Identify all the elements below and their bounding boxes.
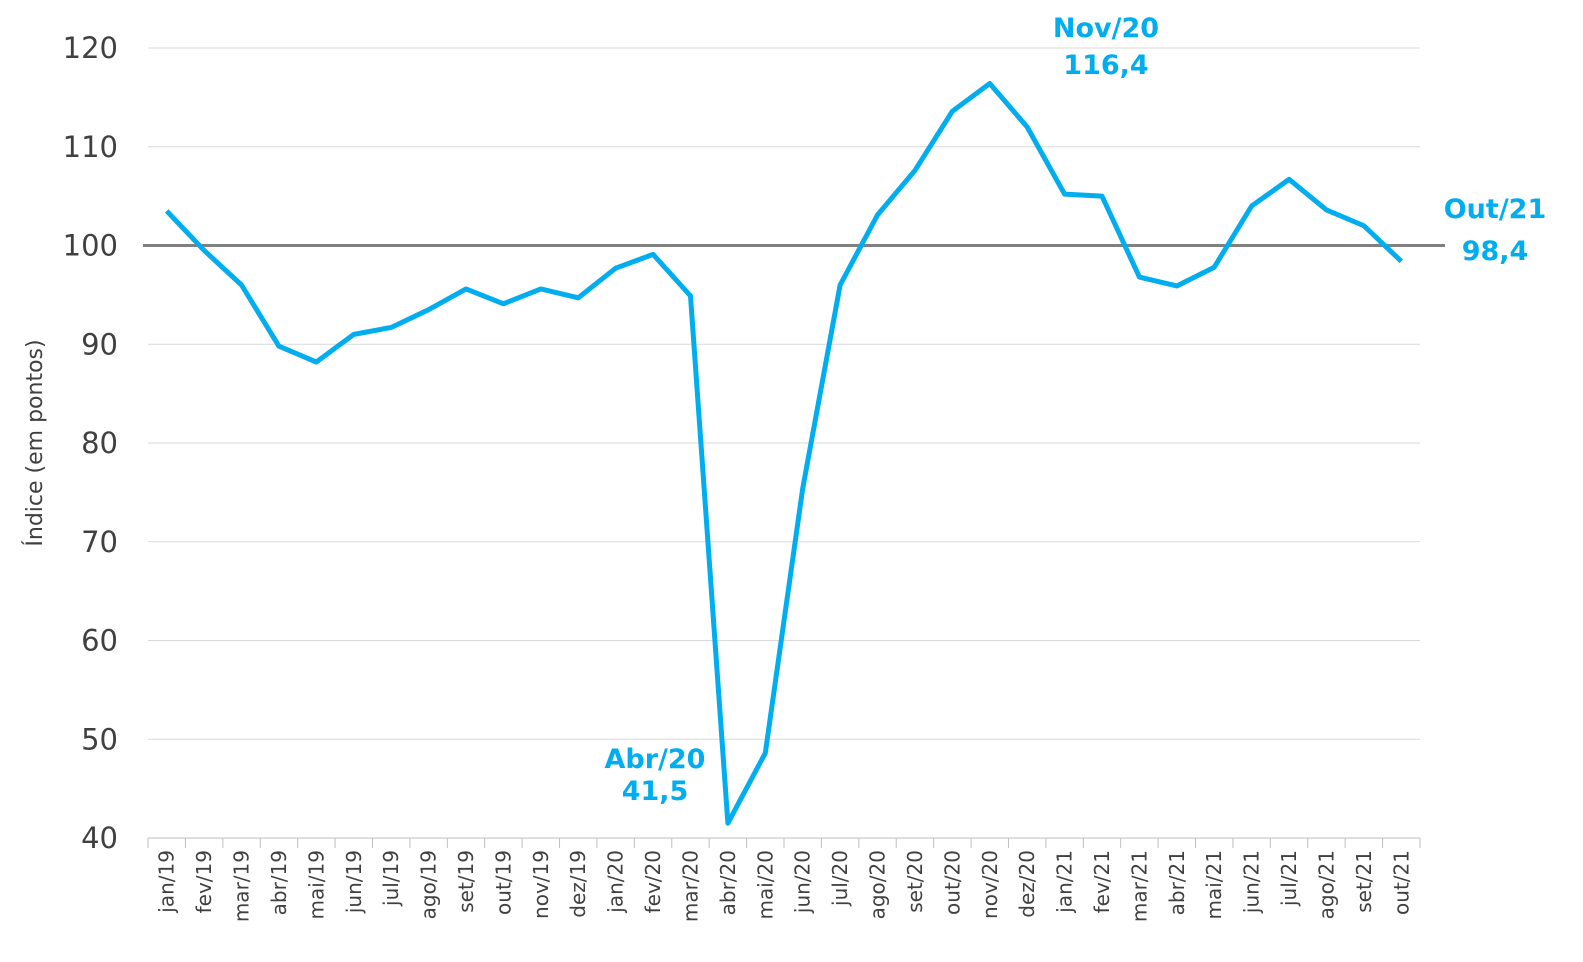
x-tick-label: set/20 — [903, 850, 927, 913]
x-tick-label: mai/19 — [304, 850, 328, 919]
annotation-title: Out/21 — [1444, 194, 1547, 225]
y-tick-label: 90 — [81, 327, 118, 361]
x-tick-label: dez/19 — [566, 850, 590, 918]
annotation-title: Nov/20 — [1053, 13, 1159, 44]
x-tick-label: jun/19 — [342, 850, 366, 914]
x-tick-label: set/19 — [454, 850, 478, 913]
x-tick-label: out/21 — [1389, 850, 1413, 915]
x-tick-label: jul/20 — [828, 850, 852, 907]
x-tick-label: jan/21 — [1053, 850, 1077, 914]
x-tick-label: abr/19 — [267, 850, 291, 915]
x-tick-label: out/20 — [940, 850, 964, 915]
annotation-title: Abr/20 — [605, 744, 706, 775]
x-tick-label: ago/19 — [417, 850, 441, 919]
x-tick-label: mai/21 — [1202, 850, 1226, 919]
x-tick-label: mar/21 — [1127, 850, 1151, 922]
y-axis-label: Índice (em pontos) — [22, 339, 48, 546]
y-tick-label: 120 — [63, 31, 118, 65]
x-tick-label: jun/20 — [791, 850, 815, 914]
data-line — [164, 81, 1404, 826]
x-tick-label: jan/19 — [155, 850, 179, 914]
y-tick-label: 40 — [81, 821, 118, 855]
x-tick-label: set/21 — [1352, 850, 1376, 913]
x-tick-label: nov/20 — [978, 850, 1002, 919]
x-tick-label: ago/20 — [866, 850, 890, 919]
x-tick-label: fev/21 — [1090, 850, 1114, 913]
annotation-label: 116,4 — [1063, 50, 1148, 81]
x-tick-label: out/19 — [491, 850, 515, 915]
x-tick-label: fev/19 — [192, 850, 216, 913]
x-tick-label: jul/19 — [379, 850, 403, 907]
x-tick-label: mai/20 — [753, 850, 777, 919]
x-tick-label: dez/20 — [1015, 850, 1039, 918]
x-tick-label: ago/21 — [1314, 850, 1338, 919]
x-tick-label: abr/21 — [1165, 850, 1189, 915]
annotation-label: 98,4 — [1462, 236, 1529, 267]
x-tick-label: abr/20 — [716, 850, 740, 915]
x-tick-label: jan/20 — [604, 850, 628, 914]
y-tick-label: 50 — [81, 722, 118, 756]
x-tick-label: fev/20 — [641, 850, 665, 913]
x-tick-label: mar/20 — [678, 850, 702, 922]
x-tick-label: mar/19 — [230, 850, 254, 922]
x-tick-label: nov/19 — [529, 850, 553, 919]
y-tick-label: 110 — [63, 130, 118, 164]
y-tick-label: 80 — [81, 426, 118, 460]
y-tick-label: 100 — [63, 229, 118, 263]
y-tick-label: 60 — [81, 624, 118, 658]
y-tick-label: 70 — [81, 525, 118, 559]
x-tick-label: jul/21 — [1277, 850, 1301, 907]
x-tick-label: jun/21 — [1240, 850, 1264, 914]
annotation-label: 41,5 — [622, 776, 689, 807]
